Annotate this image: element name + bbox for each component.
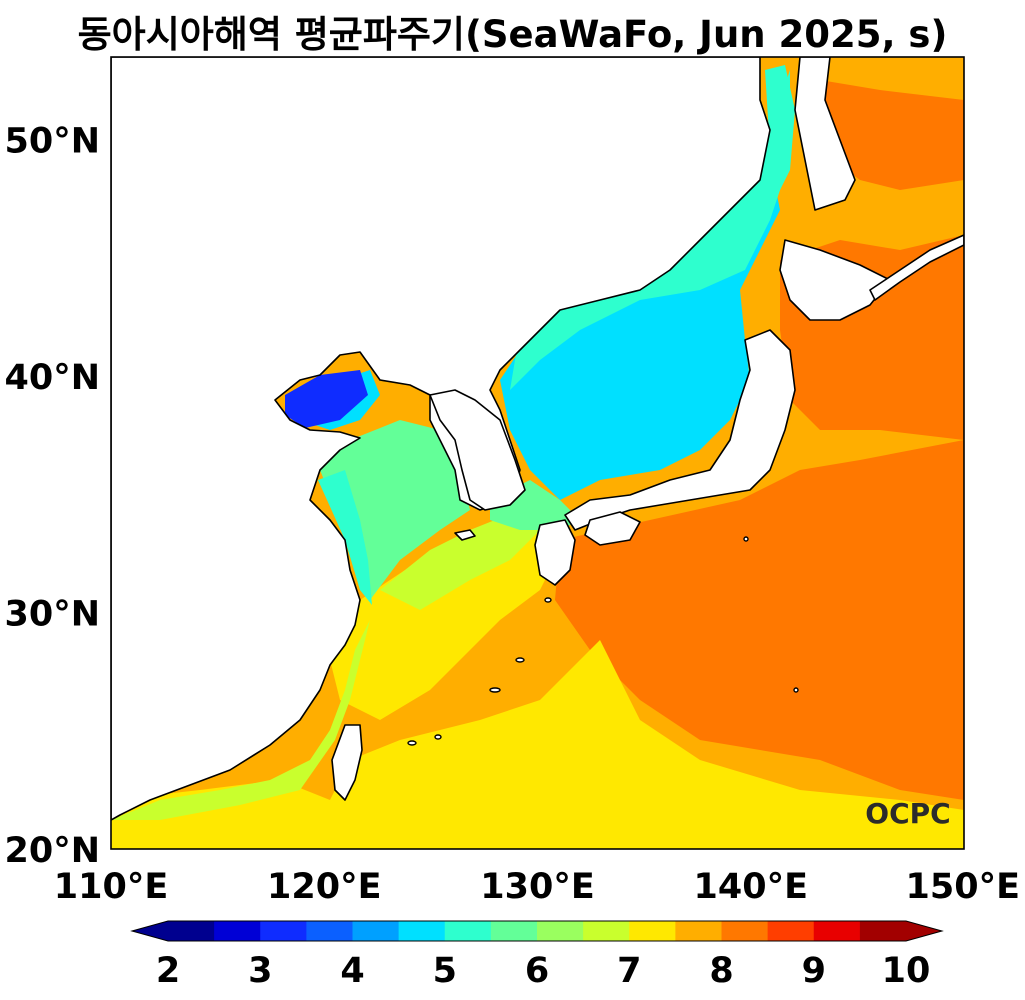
colorbar-bin xyxy=(859,921,907,941)
map-frame xyxy=(110,56,965,850)
south-china-coast-zone xyxy=(111,620,370,820)
tatar-strait-zone xyxy=(765,65,795,200)
colorbar xyxy=(130,920,944,942)
colorbar-tick-label: 4 xyxy=(340,951,364,991)
colorbar-bin xyxy=(721,921,769,941)
colorbar-bin xyxy=(260,921,307,941)
korean-peninsula-land xyxy=(429,389,526,511)
shikoku-land xyxy=(584,511,641,546)
colorbar-tick-label: 7 xyxy=(617,951,641,991)
colorbar-bin xyxy=(767,921,815,941)
ocpc-logo: OCPC xyxy=(865,797,950,830)
colorbar-bin xyxy=(537,921,584,941)
lat-tick-label: 30°N xyxy=(5,595,101,635)
colorbar-extend-low xyxy=(132,921,168,941)
lat-tick-label: 20°N xyxy=(5,831,101,871)
pacific-high-period-zone xyxy=(555,440,964,800)
mainland-china-land xyxy=(111,57,771,821)
southern-moderate-zone xyxy=(111,640,964,849)
colorbar-bin xyxy=(583,921,630,941)
kamchatka-kurils-land xyxy=(869,234,964,301)
bohai-inner-zone xyxy=(285,370,368,428)
lon-tick-label: 130°E xyxy=(480,867,594,907)
colorbar-bin xyxy=(444,921,492,941)
colorbar-tick-label: 2 xyxy=(156,951,180,991)
lon-tick-label: 150°E xyxy=(906,867,1020,907)
colorbar-tick-label: 5 xyxy=(433,951,457,991)
east-china-sea-zone xyxy=(380,510,540,610)
longitude-tick-labels: 110°E 120°E 130°E 140°E 150°E xyxy=(54,867,1020,907)
yellow-sea-southern-zone xyxy=(330,520,560,720)
hokkaido-land xyxy=(779,239,891,321)
colorbar-bin xyxy=(306,921,354,941)
colorbar-bin xyxy=(214,921,261,941)
colorbar-bin xyxy=(398,921,446,941)
colorbar-tick-labels: 2 3 4 5 6 7 8 9 10 xyxy=(156,951,931,991)
west-yellow-sea-coast-zone xyxy=(318,470,372,605)
okhotsk-zone xyxy=(820,80,964,190)
colorbar-tick-label: 8 xyxy=(709,951,733,991)
lon-tick-label: 120°E xyxy=(267,867,381,907)
sakhalin-land xyxy=(794,57,856,211)
colorbar-bin xyxy=(490,921,538,941)
land-masses xyxy=(111,57,964,821)
taiwan-land xyxy=(331,724,363,801)
latitude-tick-labels: 20°N 30°N 40°N 50°N xyxy=(5,122,101,871)
lat-tick-label: 50°N xyxy=(5,122,101,162)
colorbar-tick-label: 10 xyxy=(882,951,931,991)
colorbar-tick-label: 9 xyxy=(802,951,826,991)
colorbar-bin xyxy=(813,921,861,941)
colorbar-tick-label: 6 xyxy=(525,951,549,991)
lon-tick-label: 110°E xyxy=(54,867,168,907)
japan-sea-rim-zone xyxy=(510,70,790,390)
colorbar-extend-high xyxy=(906,921,942,941)
ryukyu-islands xyxy=(407,536,799,746)
colorbar-outline xyxy=(130,920,944,942)
jeju-island-land xyxy=(454,529,476,541)
colorbar-bin xyxy=(168,921,215,941)
colorbar-bin xyxy=(352,921,400,941)
kyushu-land xyxy=(534,519,576,586)
colorbar-bin xyxy=(629,921,676,941)
colorbar-tick-label: 3 xyxy=(248,951,272,991)
colorbar-bin xyxy=(675,921,723,941)
lat-tick-label: 40°N xyxy=(5,358,101,398)
map-title: 동아시아해역 평균파주기(SeaWaFo, Jun 2025, s) xyxy=(77,13,948,56)
lon-tick-label: 140°E xyxy=(694,867,808,907)
